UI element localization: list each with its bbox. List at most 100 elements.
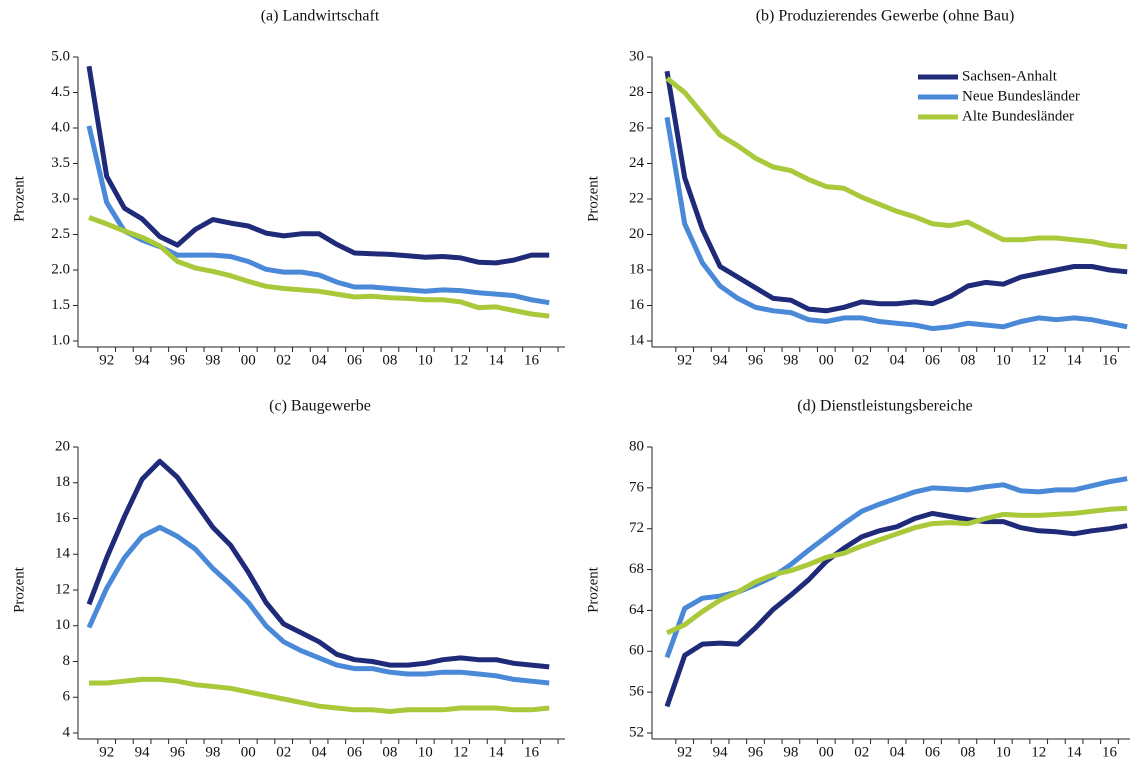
x-tick-label: 14	[489, 352, 505, 368]
x-tick-label: 00	[241, 744, 256, 759]
x-tick-label: 06	[347, 352, 363, 368]
series-line	[86, 125, 550, 306]
y-tick-label: 80	[629, 438, 644, 454]
series-line	[664, 510, 1128, 708]
x-tick-label: 14	[489, 744, 505, 759]
y-tick-label: 8	[63, 653, 71, 669]
y-tick-label: 4.5	[51, 84, 70, 100]
legend-label: Sachsen-Anhalt	[962, 68, 1058, 84]
x-tick-label: 98	[205, 352, 220, 368]
y-tick-label: 3.0	[51, 190, 70, 206]
y-tick-label: 14	[629, 332, 645, 348]
x-tick-label: 06	[925, 352, 941, 368]
x-tick-label: 08	[382, 352, 397, 368]
y-tick-label: 3.5	[51, 155, 70, 171]
x-tick-label: 96	[170, 744, 186, 759]
x-tick-label: 98	[783, 352, 798, 368]
x-tick-label: 16	[524, 352, 540, 368]
x-tick-label: 12	[1031, 352, 1046, 368]
y-axis-label: Prozent	[11, 175, 27, 222]
x-tick-label: 96	[748, 744, 764, 759]
y-tick-label: 52	[629, 724, 644, 740]
y-tick-label: 20	[629, 226, 644, 242]
x-tick-label: 08	[382, 744, 397, 759]
x-tick-label: 96	[748, 352, 764, 368]
x-tick-label: 98	[783, 744, 798, 759]
x-tick-label: 98	[205, 744, 220, 759]
x-tick-label: 16	[524, 744, 540, 759]
x-tick-label: 12	[1031, 744, 1046, 759]
y-tick-label: 16	[629, 297, 645, 313]
series-line	[664, 476, 1128, 659]
y-tick-label: 76	[629, 479, 645, 495]
x-tick-label: 02	[276, 352, 291, 368]
chart-title: (d) Dienstleistungsbereiche	[797, 398, 973, 415]
x-tick-label: 16	[1102, 744, 1118, 759]
series-line	[664, 70, 1128, 314]
x-tick-label: 92	[677, 744, 692, 759]
x-tick-label: 96	[170, 352, 186, 368]
y-tick-label: 2.5	[51, 226, 70, 242]
y-tick-label: 26	[629, 119, 645, 135]
x-tick-label: 02	[276, 744, 291, 759]
y-tick-label: 10	[55, 617, 70, 633]
y-tick-label: 6	[63, 689, 71, 705]
chart-title: (b) Produzierendes Gewerbe (ohne Bau)	[756, 8, 1015, 25]
y-tick-label: 60	[629, 643, 644, 659]
y-tick-label: 1.0	[51, 332, 70, 348]
x-tick-label: 94	[713, 744, 729, 759]
x-tick-label: 08	[960, 744, 975, 759]
x-tick-label: 14	[1067, 744, 1083, 759]
y-tick-label: 30	[629, 48, 644, 64]
chart-title: (c) Baugewerbe	[269, 398, 371, 415]
x-tick-label: 94	[135, 352, 151, 368]
x-tick-label: 04	[890, 352, 906, 368]
x-tick-label: 92	[99, 352, 114, 368]
series-line	[86, 524, 550, 686]
y-tick-label: 24	[629, 155, 645, 171]
x-tick-label: 10	[996, 744, 1011, 759]
series-line	[89, 676, 550, 714]
series-line	[86, 65, 550, 266]
x-tick-label: 92	[99, 744, 114, 759]
y-tick-label: 1.5	[51, 297, 70, 313]
series-line	[664, 116, 1128, 332]
y-tick-label: 4	[63, 724, 71, 740]
y-axis-label: Prozent	[11, 566, 27, 613]
series-line	[665, 76, 1128, 250]
x-tick-label: 04	[312, 744, 328, 759]
x-tick-label: 92	[677, 352, 692, 368]
x-tick-label: 06	[925, 744, 941, 759]
legend-label: Alte Bundesländer	[962, 108, 1074, 124]
y-tick-label: 20	[55, 438, 70, 454]
y-tick-label: 64	[629, 602, 645, 618]
y-tick-label: 5.0	[51, 48, 70, 64]
y-tick-label: 12	[55, 581, 70, 597]
y-tick-label: 68	[629, 561, 644, 577]
y-tick-label: 14	[55, 546, 71, 562]
x-tick-label: 10	[418, 744, 433, 759]
legend-label: Neue Bundesländer	[962, 88, 1080, 104]
y-tick-label: 18	[55, 474, 70, 490]
y-tick-label: 18	[629, 261, 644, 277]
x-tick-label: 10	[418, 352, 433, 368]
x-tick-label: 94	[713, 352, 729, 368]
chart-title: (a) Landwirtschaft	[261, 8, 380, 25]
x-tick-label: 16	[1102, 352, 1118, 368]
x-tick-label: 94	[135, 744, 151, 759]
x-tick-label: 02	[854, 744, 869, 759]
x-tick-label: 00	[241, 352, 256, 368]
y-axis-label: Prozent	[585, 566, 601, 613]
y-tick-label: 16	[55, 510, 71, 526]
x-tick-label: 08	[960, 352, 975, 368]
x-tick-label: 00	[819, 352, 834, 368]
series-line	[665, 505, 1128, 636]
y-axis-label: Prozent	[585, 175, 601, 222]
x-tick-label: 04	[312, 352, 328, 368]
y-tick-label: 2.0	[51, 261, 70, 277]
series-line	[86, 458, 550, 670]
x-tick-label: 06	[347, 744, 363, 759]
y-tick-label: 56	[629, 684, 645, 700]
x-tick-label: 04	[890, 744, 906, 759]
